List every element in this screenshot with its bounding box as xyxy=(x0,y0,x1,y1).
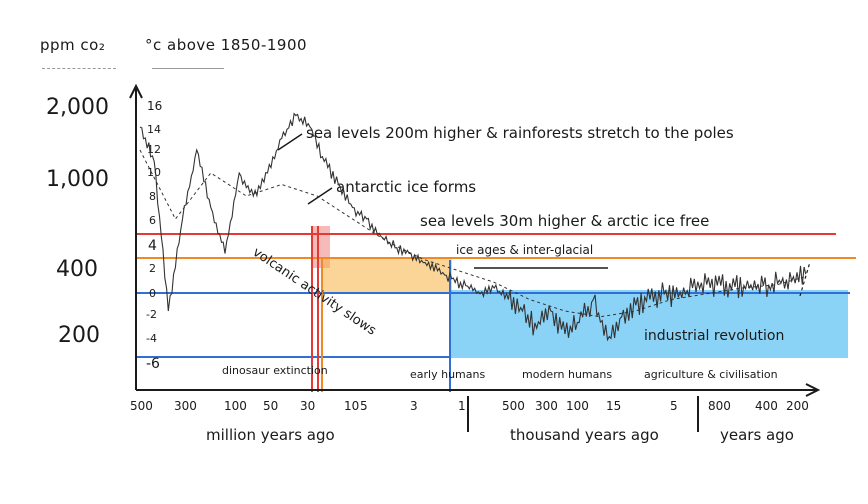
annotation-industrial: industrial revolution xyxy=(644,328,784,344)
annotation-sea-levels-30m: sea levels 30m higher & arctic ice free xyxy=(420,212,709,230)
pointer-antarctic xyxy=(308,188,332,204)
x-tick-label: 500 xyxy=(130,399,153,413)
temp-tick-label: 16 xyxy=(147,99,162,113)
x-tick-label: 1 xyxy=(458,399,466,413)
x-tick-label: 400 xyxy=(755,399,778,413)
temp-tick-label: 6 xyxy=(149,214,156,227)
x-tick-label: 300 xyxy=(174,399,197,413)
section-label: thousand years ago xyxy=(510,426,659,444)
annotation-antarctic-ice: antarctic ice forms xyxy=(336,178,476,196)
x-tick-label: 5 xyxy=(670,399,678,413)
ppm-tick-label: 2,000 xyxy=(46,95,109,120)
pointer-sea-levels xyxy=(278,134,302,150)
x-tick-labels: 500 300 100 50 30 10 5 3 1 500 300 100 1… xyxy=(130,399,809,413)
x-tick-label: 200 xyxy=(786,399,809,413)
era-label: modern humans xyxy=(522,368,612,381)
x-tick-label: 100 xyxy=(566,399,589,413)
ppm-tick-label: 200 xyxy=(58,323,100,348)
temp-tick-label: -6 xyxy=(146,356,160,372)
temp-tick-label: 2 xyxy=(149,262,156,275)
section-label: years ago xyxy=(720,426,794,444)
x-tick-label: 30 xyxy=(300,399,315,413)
x-tick-label: 3 xyxy=(410,399,418,413)
temp-tick-label: 14 xyxy=(147,123,161,136)
temp-tick-label: -4 xyxy=(146,332,157,345)
x-tick-label: 300 xyxy=(535,399,558,413)
x-tick-label: 5 xyxy=(360,399,368,413)
section-label: million years ago xyxy=(206,426,335,444)
temp-tick-label: 8 xyxy=(149,190,156,203)
ppm-tick-label: 1,000 xyxy=(46,167,109,192)
annotation-ice-ages: ice ages & inter-glacial xyxy=(456,243,593,257)
x-tick-label: 100 xyxy=(224,399,247,413)
x-tick-label: 50 xyxy=(263,399,278,413)
ppm-tick-label: 400 xyxy=(56,257,98,282)
ice-age-shaded-band xyxy=(450,290,848,358)
era-label: early humans xyxy=(410,368,485,381)
x-tick-label: 500 xyxy=(502,399,525,413)
x-tick-label: 15 xyxy=(606,399,621,413)
x-tick-label: 800 xyxy=(708,399,731,413)
temp-tick-label: -2 xyxy=(146,308,157,321)
era-label: agriculture & civilisation xyxy=(644,368,778,381)
era-label: dinosaur extinction xyxy=(222,364,328,377)
temp-tick-label: 4 xyxy=(148,238,157,254)
x-tick-label: 10 xyxy=(344,399,359,413)
annotation-sea-levels-200m: sea levels 200m higher & rainforests str… xyxy=(306,124,734,142)
temp-tick-label: 0 xyxy=(149,287,156,300)
